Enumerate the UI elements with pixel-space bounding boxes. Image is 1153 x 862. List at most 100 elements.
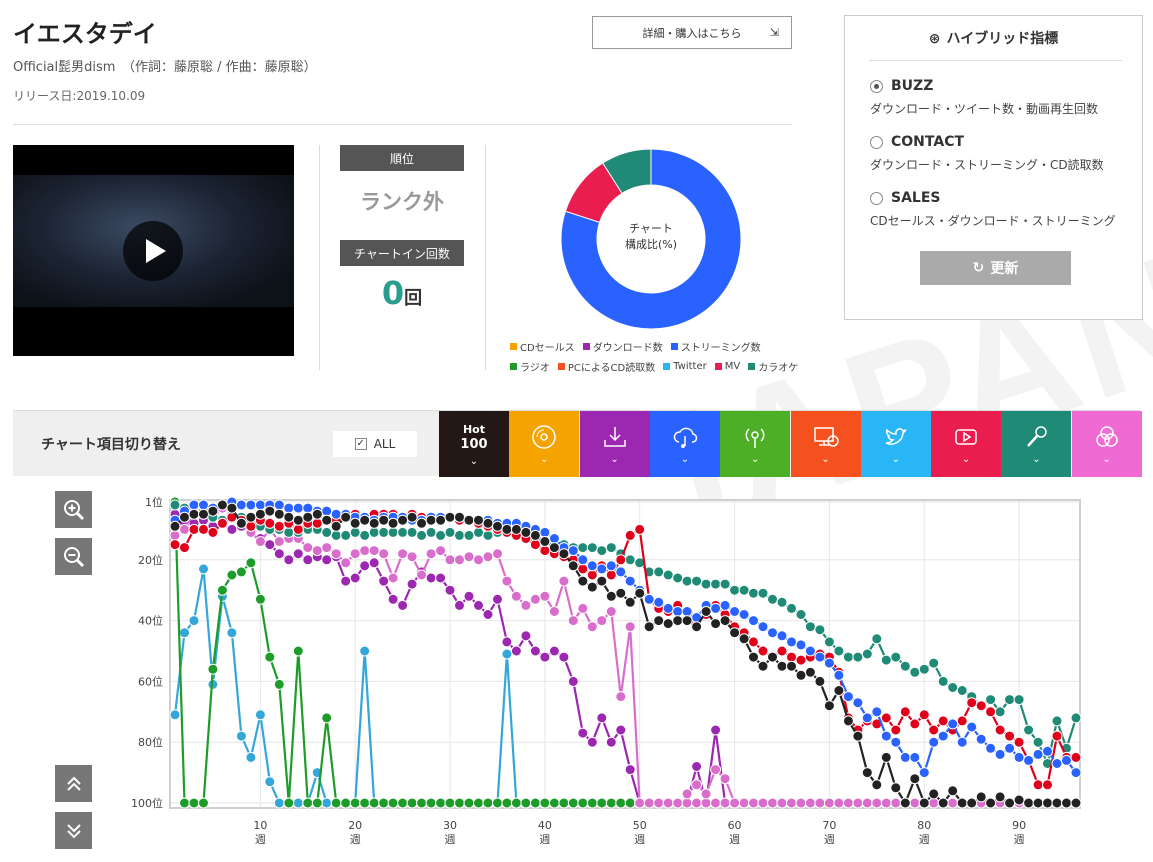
data-point[interactable] [510,523,522,535]
tab-mv[interactable]: ⌄ [931,411,1002,477]
data-point[interactable] [435,572,447,584]
data-point[interactable] [681,606,693,617]
data-point[interactable] [719,615,731,627]
data-point[interactable] [254,536,266,547]
data-point[interactable] [188,797,200,809]
data-point[interactable] [577,797,589,809]
data-point[interactable] [444,511,456,523]
data-point[interactable] [899,706,911,718]
data-point[interactable] [1042,797,1053,809]
data-point[interactable] [880,654,892,666]
data-point[interactable] [909,666,921,678]
data-point[interactable] [719,578,731,590]
data-point[interactable] [226,627,238,639]
data-point[interactable] [672,615,684,627]
data-point[interactable] [425,797,437,809]
detail-purchase-button[interactable]: 詳細・購入はこちら ⇲ [592,16,792,49]
hybrid-option-sales[interactable]: SALES CDセールス・ダウンロード・ストリーミング [870,190,1116,228]
data-point[interactable] [615,724,627,736]
data-point[interactable] [871,797,883,809]
scroll-bottom-button[interactable] [55,812,92,849]
data-point[interactable] [681,788,693,800]
data-point[interactable] [615,691,627,703]
data-point[interactable] [1070,767,1082,779]
data-point[interactable] [804,666,816,678]
data-point[interactable] [795,669,807,681]
data-point[interactable] [767,593,778,605]
data-point[interactable] [624,764,636,776]
data-point[interactable] [748,615,759,627]
data-point[interactable] [311,545,323,557]
data-point[interactable] [681,575,693,587]
data-point[interactable] [292,514,304,526]
data-point[interactable] [387,593,399,605]
data-point[interactable] [558,575,570,587]
data-point[interactable] [833,645,845,657]
data-point[interactable] [729,627,741,639]
data-point[interactable] [842,797,854,809]
data-point[interactable] [273,508,285,520]
data-point[interactable] [473,599,484,611]
data-point[interactable] [1004,694,1016,706]
data-point[interactable] [406,526,418,538]
data-point[interactable] [928,736,940,748]
data-point[interactable] [1070,797,1082,809]
data-point[interactable] [918,709,930,721]
data-point[interactable] [482,517,494,529]
data-point[interactable] [662,569,674,581]
data-point[interactable] [1032,779,1044,791]
data-point[interactable] [235,499,247,511]
data-point[interactable] [662,797,674,809]
zoom-out-button[interactable] [55,538,92,575]
data-point[interactable] [814,675,826,687]
data-point[interactable] [605,736,617,748]
data-point[interactable] [710,602,722,614]
data-point[interactable] [586,621,598,633]
data-point[interactable] [273,548,285,560]
data-point[interactable] [814,624,826,636]
data-point[interactable] [548,645,560,657]
radio-unselected[interactable] [870,135,883,149]
data-point[interactable] [890,797,902,809]
data-point[interactable] [444,554,456,566]
all-checkbox[interactable]: ✓ ALL [333,431,417,457]
data-point[interactable] [406,578,418,590]
data-point[interactable] [283,511,295,523]
data-point[interactable] [776,645,788,657]
data-point[interactable] [1070,751,1082,763]
data-point[interactable] [899,660,911,672]
data-point[interactable] [786,797,797,809]
data-point[interactable] [975,700,987,712]
data-point[interactable] [378,575,390,587]
data-point[interactable] [1032,748,1044,760]
data-point[interactable] [482,797,494,809]
data-point[interactable] [510,645,522,657]
data-point[interactable] [444,584,456,596]
data-point[interactable] [890,724,902,736]
data-point[interactable] [321,514,333,526]
data-point[interactable] [330,508,342,520]
data-point[interactable] [1013,694,1025,706]
tab-pc-cd[interactable]: ⌄ [790,411,861,477]
data-point[interactable] [577,727,589,739]
data-point[interactable] [463,514,475,526]
tab-radio[interactable]: ⌄ [720,411,791,477]
data-point[interactable] [577,575,589,587]
data-point[interactable] [842,651,854,663]
data-point[interactable] [605,590,617,602]
data-point[interactable] [359,514,371,526]
data-point[interactable] [330,520,342,532]
data-point[interactable] [378,514,390,526]
data-point[interactable] [729,606,741,617]
data-point[interactable] [349,548,361,560]
data-point[interactable] [605,560,617,572]
data-point[interactable] [292,797,304,809]
data-point[interactable] [994,724,1006,736]
data-point[interactable] [615,587,627,599]
data-point[interactable] [833,797,845,809]
data-point[interactable] [804,797,816,809]
data-point[interactable] [435,545,447,557]
data-point[interactable] [273,797,285,809]
data-point[interactable] [776,797,788,809]
data-point[interactable] [947,718,959,730]
